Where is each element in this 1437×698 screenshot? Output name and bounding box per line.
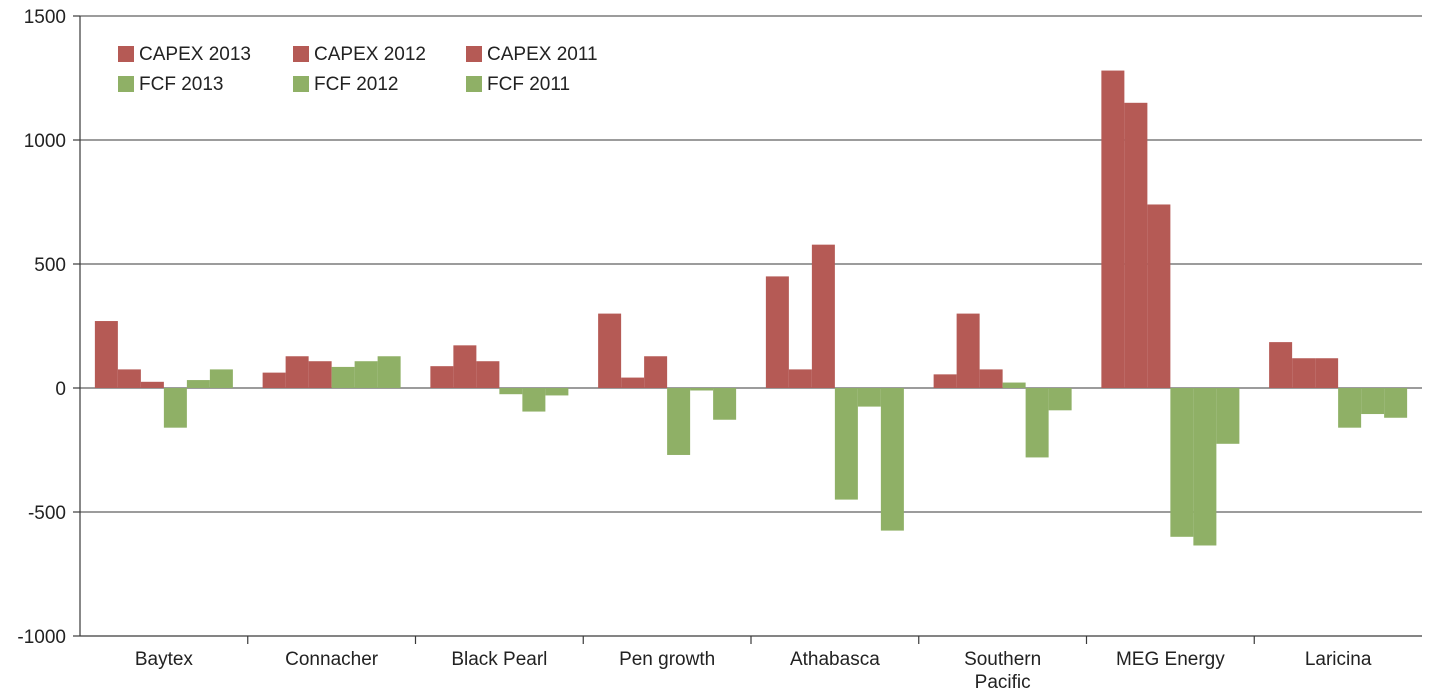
legend-label: FCF 2012 (314, 74, 398, 95)
bar (598, 313, 622, 388)
bar (1025, 388, 1049, 458)
bar (621, 377, 645, 388)
bar (1384, 388, 1408, 418)
category-label-line: MEG Energy (1116, 649, 1225, 670)
category-label-line: Athabasca (790, 649, 880, 670)
bar (979, 369, 1003, 388)
bar (1361, 388, 1385, 415)
y-tick-label: 1500 (24, 7, 66, 28)
legend-swatch (466, 76, 482, 92)
bar (186, 380, 210, 388)
bar (117, 369, 141, 388)
category-label: Black Pearl (451, 649, 547, 670)
legend-label: FCF 2013 (139, 74, 223, 95)
legend-label: CAPEX 2013 (139, 44, 251, 65)
axes (73, 15, 1422, 644)
category-label: Southern Pacific (964, 649, 1041, 693)
bar (880, 388, 904, 531)
bar (94, 321, 118, 388)
legend-label: CAPEX 2011 (487, 44, 598, 65)
bar (1292, 358, 1316, 388)
y-tick-label: -1000 (17, 627, 66, 648)
category-label-line: Black Pearl (451, 649, 547, 670)
bar (285, 356, 309, 388)
category-labels: Baytex Connacher Black Pearl Pen growth Atha… (135, 649, 1372, 693)
category-label: Connacher (285, 649, 379, 670)
bar (1216, 388, 1240, 444)
bar (522, 388, 546, 412)
bar (308, 361, 332, 388)
bar (1269, 342, 1293, 388)
bar (933, 374, 957, 388)
bar (1147, 204, 1171, 388)
category-label: Pen growth (619, 649, 715, 670)
bar (209, 369, 233, 388)
y-tick-label: -500 (28, 503, 66, 524)
bar (453, 345, 477, 388)
category-label-line: Southern (964, 649, 1041, 670)
bar (1124, 102, 1148, 389)
bar (1170, 388, 1194, 537)
bar (690, 388, 714, 391)
category-label: Athabasca (790, 649, 880, 670)
y-tick-label: 1000 (24, 131, 66, 152)
bar (713, 388, 737, 420)
bar (1193, 388, 1217, 546)
bar (354, 361, 378, 388)
bar (163, 388, 187, 428)
legend-label: CAPEX 2012 (314, 44, 426, 65)
bar (430, 366, 454, 388)
bar (1101, 70, 1125, 388)
category-label: MEG Energy (1116, 649, 1225, 670)
bar (667, 388, 691, 455)
bar (1002, 382, 1026, 388)
bar (545, 388, 569, 396)
bar (857, 388, 881, 407)
bar (476, 361, 500, 388)
bar (956, 313, 980, 388)
category-label-line: Pacific (975, 672, 1031, 693)
category-label-line: Connacher (285, 649, 379, 670)
category-label-line: Baytex (135, 649, 194, 670)
category-label: Baytex (135, 649, 194, 670)
bar (765, 276, 789, 388)
bar (1315, 358, 1339, 388)
y-tick-labels: 1500 1000 500 0 -500 -1000 (17, 7, 66, 648)
legend-swatch (118, 76, 134, 92)
bar (788, 369, 812, 388)
legend-swatch (466, 46, 482, 62)
bar (377, 356, 401, 388)
y-tick-label: 0 (55, 379, 66, 400)
bar (262, 372, 286, 388)
bar (644, 356, 668, 388)
category-label-line: Pen growth (619, 649, 715, 670)
legend-swatch (293, 46, 309, 62)
legend-label: FCF 2011 (487, 74, 570, 95)
bars (94, 70, 1408, 546)
bar (834, 388, 858, 500)
bar (331, 366, 355, 388)
bar (811, 244, 835, 388)
y-tick-label: 500 (34, 255, 66, 276)
bar (1338, 388, 1362, 428)
bar (499, 388, 523, 395)
category-label-line: Laricina (1305, 649, 1372, 670)
legend: CAPEX 2013 CAPEX 2012 CAPEX 2011 FCF 2013 FC… (118, 44, 598, 95)
legend-swatch (118, 46, 134, 62)
bar (140, 381, 164, 388)
category-label: Laricina (1305, 649, 1372, 670)
bar (1048, 388, 1072, 411)
legend-swatch (293, 76, 309, 92)
